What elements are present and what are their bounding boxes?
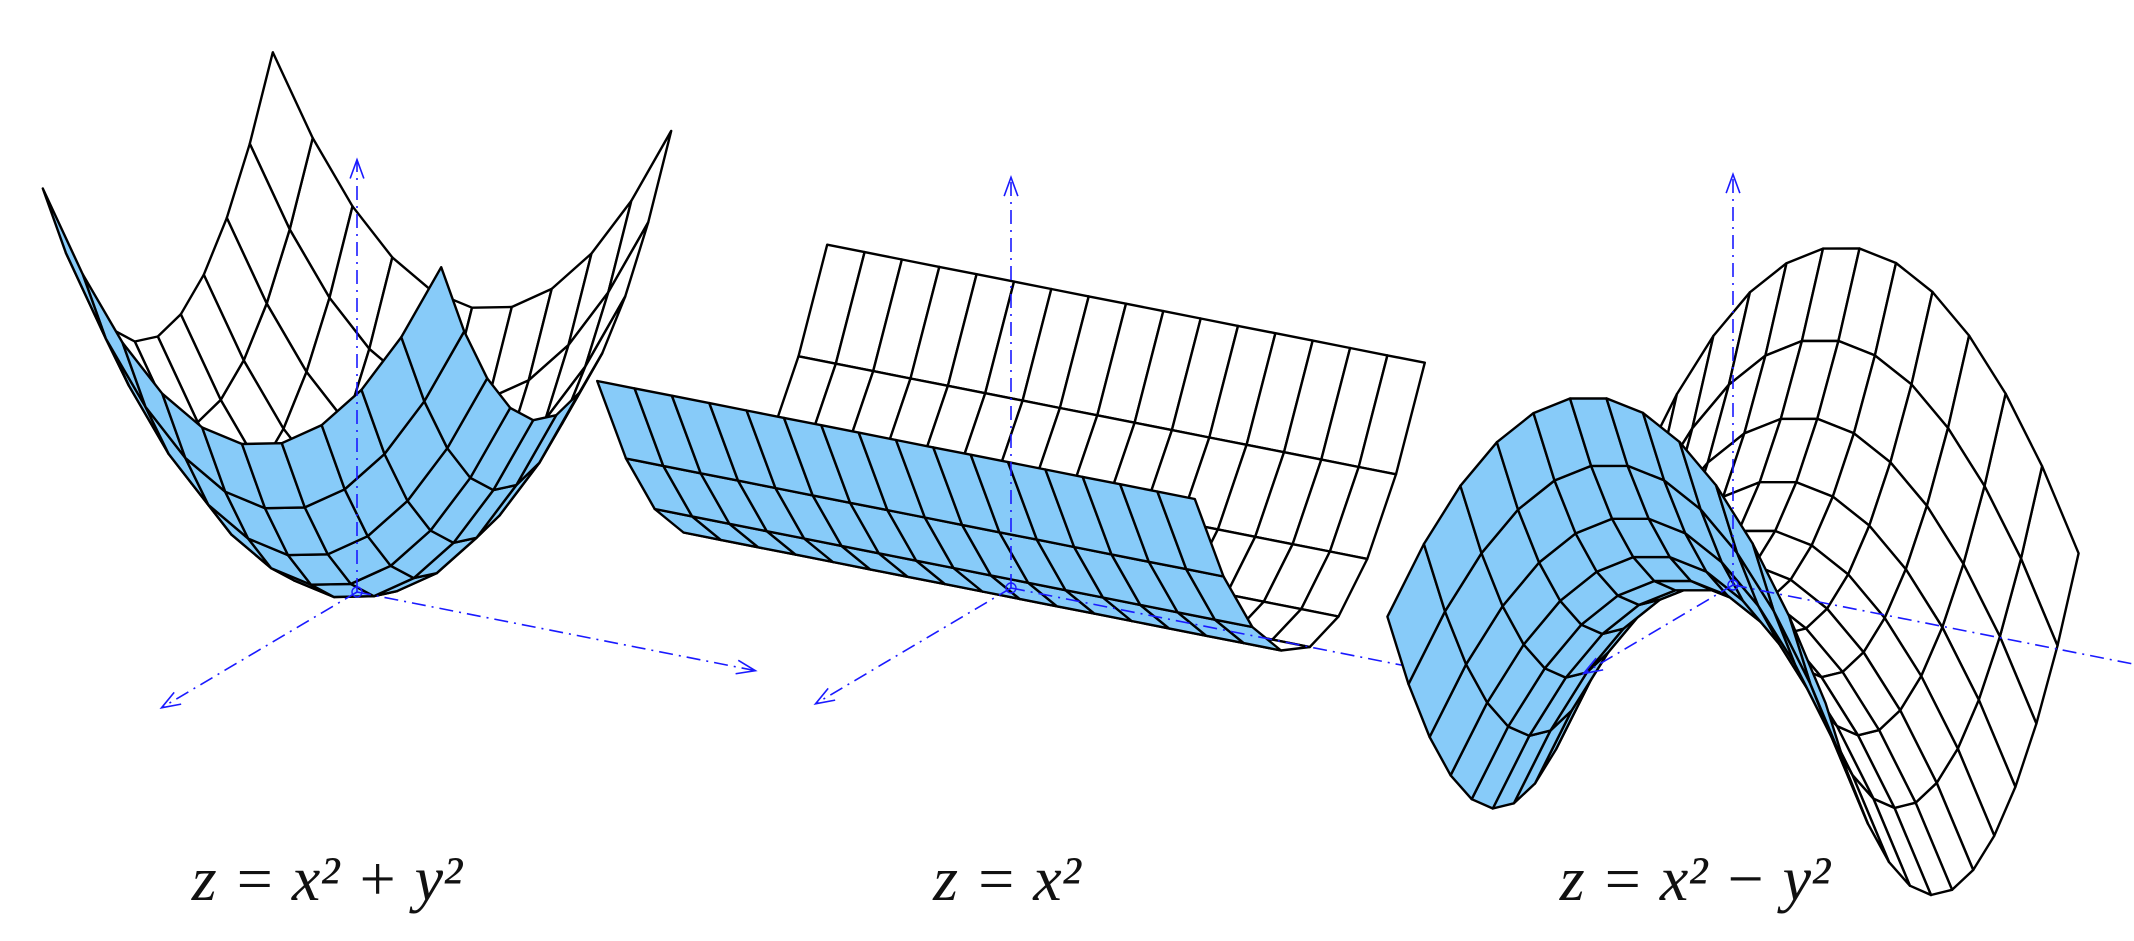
axis-arrowhead [1581,657,1604,675]
axis-line [1583,584,1734,675]
origin-marker [1727,579,1739,591]
equation-label: z = x² − y² [1559,843,1832,914]
mesh-face [1156,490,1225,578]
axis-arrowhead [349,157,365,179]
axis-arrowhead [159,691,182,710]
mesh-face [400,266,466,403]
surface-panel [41,51,758,710]
axis-line [815,587,1012,705]
axis-arrowhead [1003,175,1019,197]
mesh-face [1714,484,1775,613]
surface-panel [596,175,1452,706]
axis-line [161,591,358,709]
axis-line [1010,587,1450,676]
surface-panel [1386,172,2134,897]
axis-line [356,591,756,672]
mesh-face [607,129,673,294]
equation-label: z = x² + y² [191,843,464,914]
origin-marker [351,586,363,598]
origin-marker [1005,582,1017,594]
axis-arrowhead [813,687,836,706]
axis-arrowhead [735,659,758,675]
axis-arrowhead [1725,172,1741,194]
equation-label: z = x² [932,843,1083,914]
mesh-face [41,187,107,340]
